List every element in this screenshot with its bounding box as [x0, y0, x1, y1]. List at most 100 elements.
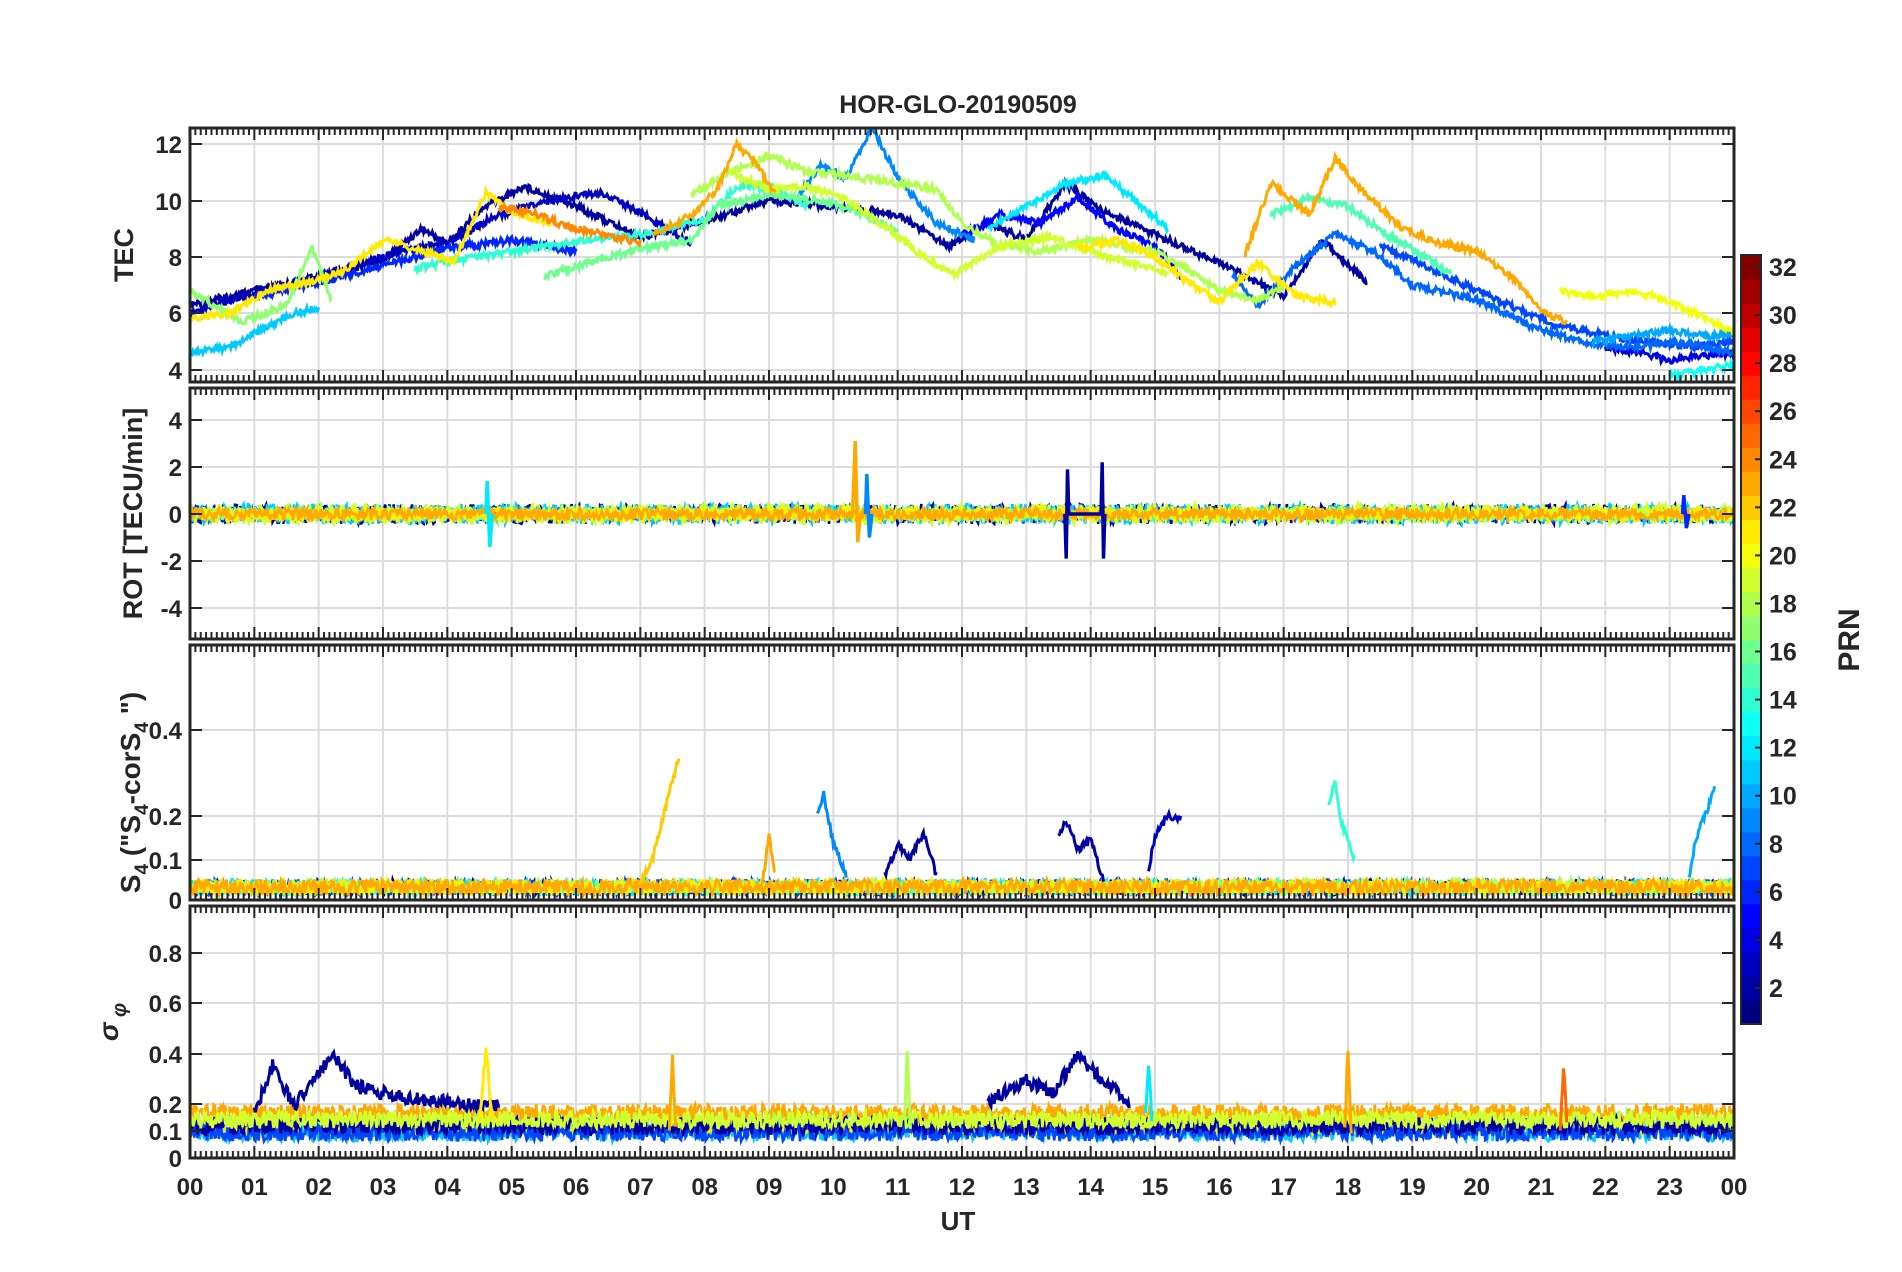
colorbar-tick-label: 10 — [1769, 783, 1797, 811]
colorbar-segment — [1741, 639, 1761, 665]
colorbar-segment — [1741, 879, 1761, 905]
y-tick-label: 12 — [155, 132, 182, 159]
colorbar-segment — [1741, 903, 1761, 929]
colorbar-segment — [1741, 687, 1761, 713]
y-tick-label: 0.2 — [149, 1092, 182, 1119]
prn-22-series — [638, 758, 681, 885]
prn-2-series — [883, 826, 938, 881]
colorbar-tick-label: 4 — [1769, 927, 1783, 955]
x-tick-label: 19 — [1399, 1174, 1426, 1201]
minor-ticks — [189, 388, 1735, 639]
colorbar-segment — [1741, 375, 1761, 400]
series-group — [190, 1047, 1734, 1147]
y-axis-label: σ φ — [93, 1003, 131, 1041]
colorbar-label: PRN — [1833, 608, 1866, 671]
y-tick-label: 0.2 — [149, 804, 182, 831]
prn-21-series — [478, 1047, 494, 1124]
prn-24-series — [497, 200, 642, 249]
colorbar-segment — [1741, 423, 1761, 448]
colorbar-segment — [1741, 711, 1761, 737]
x-tick-label: 12 — [949, 1174, 976, 1201]
prn-23-series — [667, 1054, 678, 1131]
prn-2-series — [1063, 462, 1107, 559]
colorbar-segment — [1741, 951, 1761, 977]
prn-23-series — [761, 833, 777, 884]
colorbar-tick-label: 20 — [1769, 542, 1797, 570]
colorbar-tick-label: 32 — [1769, 254, 1797, 282]
rot-noise-trace — [190, 503, 1734, 525]
x-tick-label: 02 — [305, 1174, 332, 1201]
y-tick-label: -2 — [161, 549, 182, 576]
x-tick-label: 13 — [1013, 1174, 1040, 1201]
prn-21-series — [190, 184, 552, 324]
sigma-noise-trace — [190, 1106, 1734, 1134]
prn-23-series — [652, 137, 777, 237]
prn-11-series — [190, 302, 321, 359]
x-tick-label: 11 — [885, 1174, 910, 1201]
y-tick-label: 0.6 — [149, 991, 182, 1018]
y-tick-label: 0.1 — [149, 848, 182, 875]
colorbar-tick-label: 6 — [1769, 879, 1783, 907]
panel-4: 00.10.2 0.4 0.6 0.8 σ φ — [93, 904, 1736, 1173]
minor-ticks — [189, 645, 1735, 900]
colorbar-segment — [1741, 447, 1761, 472]
panel-3: 0 0.1 0.2 0.4S4 ("S4-corS4 ") — [115, 643, 1736, 915]
colorbar-segment — [1741, 543, 1761, 569]
prn-18-series — [690, 151, 1286, 306]
colorbar-tick-label: 22 — [1769, 494, 1797, 522]
y-tick-label: 6 — [169, 301, 182, 328]
sigma-noise-trace — [190, 1118, 1734, 1147]
colorbar-segment — [1741, 999, 1761, 1025]
colorbar-segment — [1741, 831, 1761, 857]
prn-20-series — [1558, 286, 1734, 337]
x-tick-label: 01 — [241, 1174, 268, 1201]
x-tick-label: 22 — [1592, 1174, 1619, 1201]
x-tick-label: 03 — [370, 1174, 397, 1201]
x-tick-label: 18 — [1335, 1174, 1362, 1201]
x-tick-label: 09 — [756, 1174, 783, 1201]
colorbar-segment — [1741, 591, 1761, 617]
prn-2-series — [986, 1049, 1131, 1112]
prn-2-series — [252, 1048, 501, 1116]
prn-21-series — [1077, 234, 1337, 309]
prn-25-series — [1558, 1068, 1569, 1131]
y-tick-label: 0.4 — [149, 1042, 183, 1069]
colorbar-tick-label: 28 — [1769, 350, 1797, 378]
x-tick-label: 08 — [691, 1174, 718, 1201]
series-group — [190, 441, 1734, 559]
x-tick-label: 06 — [563, 1174, 590, 1201]
colorbar-segment — [1741, 255, 1761, 280]
prn-6-series — [253, 233, 578, 302]
prn-12-series — [986, 169, 1170, 236]
colorbar-segment — [1741, 927, 1761, 953]
y-tick-label: 4 — [169, 358, 183, 385]
chart-title: HOR-GLO-20190509 — [839, 91, 1077, 119]
prn-6-series — [1680, 495, 1691, 529]
panel-1: 4 6 8 10 12 TEC — [109, 126, 1736, 385]
prn-4-series — [1603, 341, 1734, 367]
colorbar-segment — [1741, 519, 1761, 544]
prn-2-series — [1057, 819, 1105, 882]
minor-ticks — [189, 128, 1735, 382]
prn-3-series — [1147, 808, 1183, 872]
prn-23-series — [850, 441, 863, 543]
prn-9-series — [793, 128, 976, 243]
colorbar-segment — [1741, 615, 1761, 641]
y-tick-label: 0.1 — [149, 1119, 182, 1146]
colorbar-segment — [1741, 399, 1761, 424]
colorbar-tick-label: 30 — [1769, 302, 1797, 330]
x-tick-label: 16 — [1206, 1174, 1233, 1201]
colorbar-tick-label: 2 — [1769, 975, 1783, 1003]
colorbar-frame — [1740, 254, 1762, 1025]
x-tick-label: 10 — [820, 1174, 847, 1201]
y-tick-label: 0.4 — [149, 718, 183, 745]
x-tick-label: 21 — [1528, 1174, 1555, 1201]
colorbar-segment — [1741, 807, 1761, 833]
colorbar-segment — [1741, 783, 1761, 809]
x-tick-label: 23 — [1656, 1174, 1683, 1201]
prn-8-series — [1231, 228, 1734, 359]
y-tick-label: 0.8 — [149, 941, 182, 968]
colorbar-tick-label: 16 — [1769, 639, 1797, 667]
